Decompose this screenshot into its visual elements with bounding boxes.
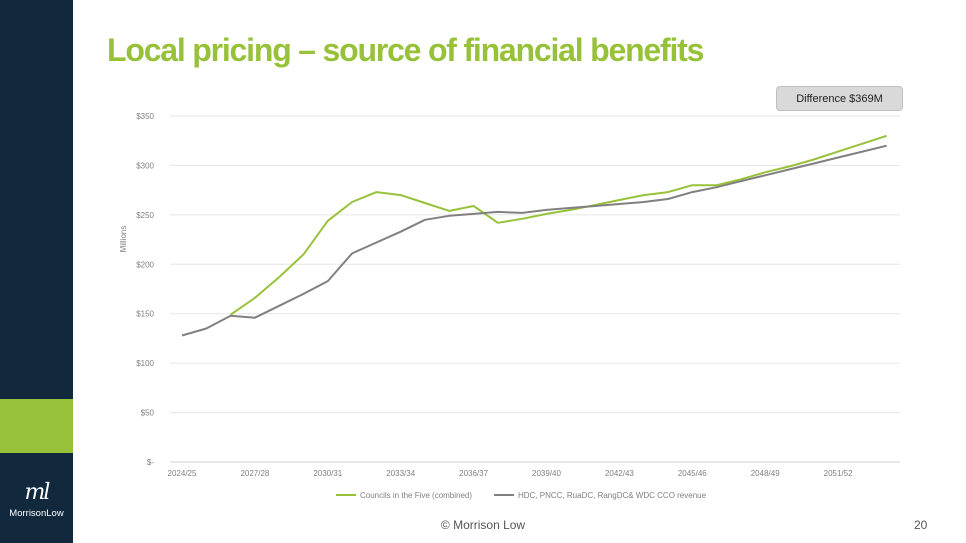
legend-label: HDC, PNCC, RuaDC, RangDC& WDC CCO revenu… [518,491,707,500]
y-tick-label: $200 [136,260,154,269]
x-tick-label: 2036/37 [459,469,488,478]
x-tick-label: 2042/43 [605,469,634,478]
x-tick-label: 2051/52 [824,469,853,478]
y-tick-label: $100 [136,359,154,368]
x-tick-label: 2024/25 [168,469,197,478]
y-tick-label: $150 [136,310,154,319]
x-tick-label: 2030/31 [313,469,342,478]
footer-copyright: © Morrison Low [440,518,526,532]
y-tick-label: $300 [136,161,154,170]
y-tick-label: $350 [136,112,154,121]
x-tick-label: 2039/40 [532,469,561,478]
legend-label: Councils in the Five (combined) [360,491,472,500]
series-line-1 [230,134,888,316]
x-tick-label: 2027/28 [240,469,269,478]
page-number: 20 [914,518,928,532]
y-tick-label: $50 [141,409,155,418]
logo-mark: ml [24,480,51,505]
y-tick-label: $- [147,458,154,467]
series-line-2 [181,144,887,337]
x-tick-label: 2048/49 [751,469,780,478]
logo-text: MorrisonLow [9,508,64,519]
difference-badge: Difference $369M [776,86,903,111]
x-tick-label: 2033/34 [386,469,415,478]
y-tick-label: $250 [136,211,154,220]
x-tick-label: 2045/46 [678,469,707,478]
slide-title: Local pricing – source of financial bene… [107,32,704,68]
sidebar-accent-block [0,399,73,453]
morrison-low-logo: ml MorrisonLow [0,482,73,527]
y-axis-label: Millions [119,226,128,253]
